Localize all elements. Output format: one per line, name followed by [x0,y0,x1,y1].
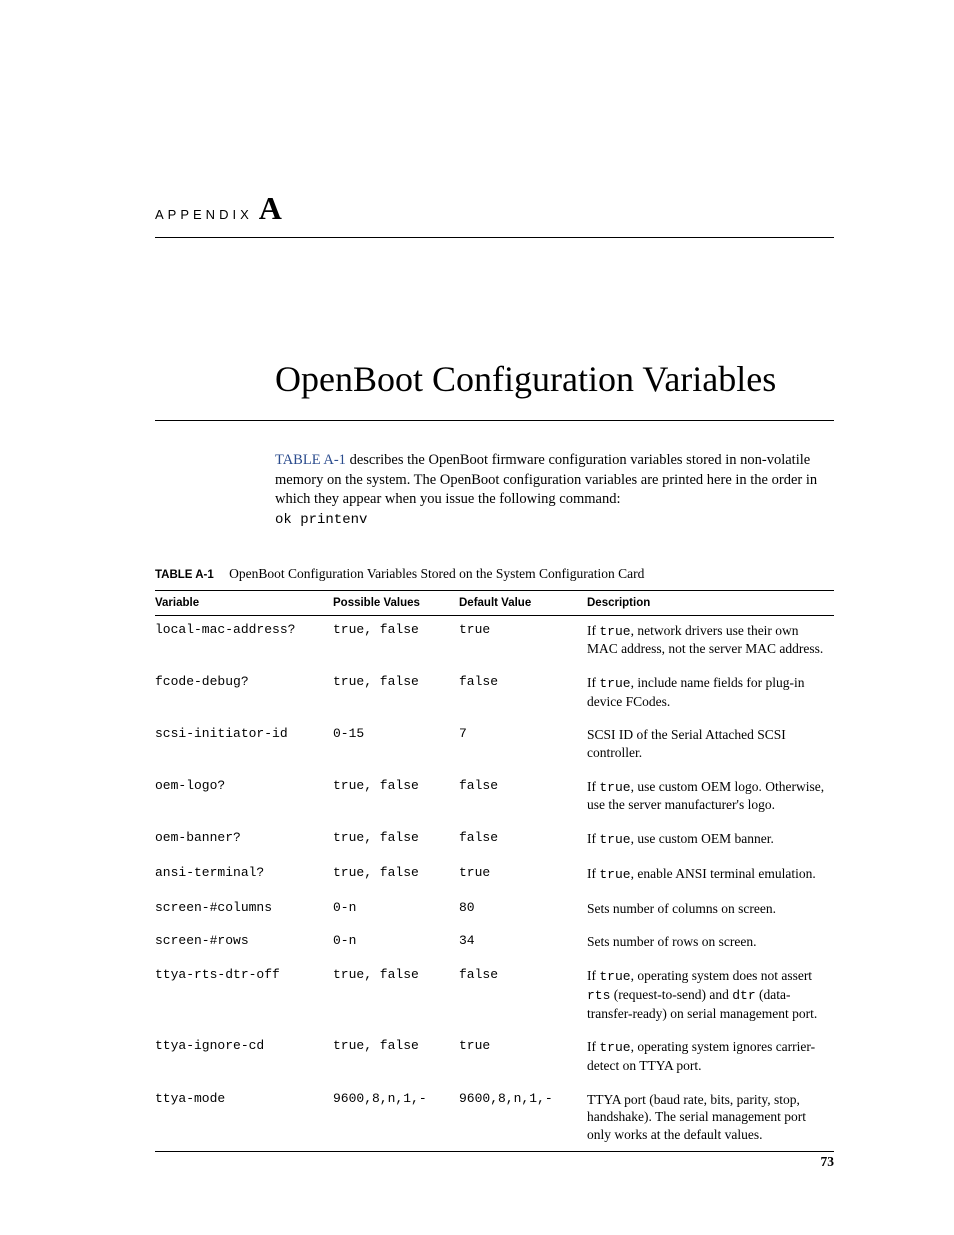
table-caption: TABLE A-1 OpenBoot Configuration Variabl… [155,566,834,582]
cell-description: If true, operating system does not asser… [587,961,834,1032]
cell-variable: ttya-mode [155,1085,333,1152]
table-header-row: Variable Possible Values Default Value D… [155,590,834,615]
cell-variable: ttya-ignore-cd [155,1032,333,1084]
cell-default-value: 9600,8,n,1,- [459,1085,587,1152]
cell-default-value: false [459,772,587,824]
appendix-heading: APPENDIX A [155,190,834,238]
appendix-letter: A [259,190,282,227]
table-row: scsi-initiator-id0-157SCSI ID of the Ser… [155,720,834,771]
cell-possible-values: 0-15 [333,720,459,771]
cell-possible-values: true, false [333,615,459,668]
cell-description: If true, use custom OEM logo. Otherwise,… [587,772,834,824]
cell-description: If true, use custom OEM banner. [587,824,834,859]
cell-description: TTYA port (baud rate, bits, parity, stop… [587,1085,834,1152]
cell-variable: screen-#columns [155,894,333,928]
table-row: local-mac-address?true, falsetrueIf true… [155,615,834,668]
cell-description: Sets number of rows on screen. [587,927,834,961]
cell-description: SCSI ID of the Serial Attached SCSI cont… [587,720,834,771]
title-rule [155,420,834,421]
table-caption-label: TABLE A-1 [155,569,214,581]
cell-default-value: 7 [459,720,587,771]
cell-variable: oem-logo? [155,772,333,824]
cell-variable: local-mac-address? [155,615,333,668]
cell-variable: oem-banner? [155,824,333,859]
intro-command: ok printenv [275,512,367,528]
cell-variable: fcode-debug? [155,668,333,720]
cell-variable: ansi-terminal? [155,859,333,894]
intro-paragraph: TABLE A-1 describes the OpenBoot firmwar… [275,451,834,530]
cell-default-value: true [459,859,587,894]
cell-variable: screen-#rows [155,927,333,961]
table-row: oem-banner?true, falsefalseIf true, use … [155,824,834,859]
table-row: fcode-debug?true, falsefalseIf true, inc… [155,668,834,720]
cell-possible-values: 0-n [333,927,459,961]
cell-default-value: 80 [459,894,587,928]
table-row: screen-#columns0-n80Sets number of colum… [155,894,834,928]
page-title: OpenBoot Configuration Variables [275,358,834,400]
table-body: local-mac-address?true, falsetrueIf true… [155,615,834,1152]
cell-possible-values: true, false [333,772,459,824]
cell-possible-values: true, false [333,859,459,894]
document-page: APPENDIX A OpenBoot Configuration Variab… [0,0,954,1235]
col-header-possible: Possible Values [333,590,459,615]
table-row: ttya-ignore-cdtrue, falsetrueIf true, op… [155,1032,834,1084]
table-row: ttya-mode9600,8,n,1,-9600,8,n,1,-TTYA po… [155,1085,834,1152]
table-row: ansi-terminal?true, falsetrueIf true, en… [155,859,834,894]
cell-default-value: true [459,1032,587,1084]
table-row: oem-logo?true, falsefalseIf true, use cu… [155,772,834,824]
cell-possible-values: true, false [333,668,459,720]
page-number: 73 [821,1154,835,1170]
table-caption-text: OpenBoot Configuration Variables Stored … [229,566,644,581]
cell-possible-values: true, false [333,824,459,859]
cell-description: If true, enable ANSI terminal emulation. [587,859,834,894]
cell-variable: ttya-rts-dtr-off [155,961,333,1032]
cell-possible-values: true, false [333,961,459,1032]
col-header-default: Default Value [459,590,587,615]
cell-default-value: 34 [459,927,587,961]
cell-possible-values: 0-n [333,894,459,928]
config-variables-table: Variable Possible Values Default Value D… [155,590,834,1153]
cell-description: If true, operating system ignores carrie… [587,1032,834,1084]
cell-description: If true, include name fields for plug-in… [587,668,834,720]
appendix-prefix: APPENDIX [155,207,253,222]
cell-default-value: false [459,961,587,1032]
cell-variable: scsi-initiator-id [155,720,333,771]
table-row: screen-#rows0-n34Sets number of rows on … [155,927,834,961]
cell-description: Sets number of columns on screen. [587,894,834,928]
cell-default-value: true [459,615,587,668]
table-reference-link[interactable]: TABLE A-1 [275,452,346,468]
cell-possible-values: 9600,8,n,1,- [333,1085,459,1152]
intro-body: describes the OpenBoot firmware configur… [275,452,817,507]
col-header-description: Description [587,590,834,615]
cell-description: If true, network drivers use their own M… [587,615,834,668]
cell-default-value: false [459,824,587,859]
table-row: ttya-rts-dtr-offtrue, falsefalseIf true,… [155,961,834,1032]
cell-possible-values: true, false [333,1032,459,1084]
col-header-variable: Variable [155,590,333,615]
cell-default-value: false [459,668,587,720]
